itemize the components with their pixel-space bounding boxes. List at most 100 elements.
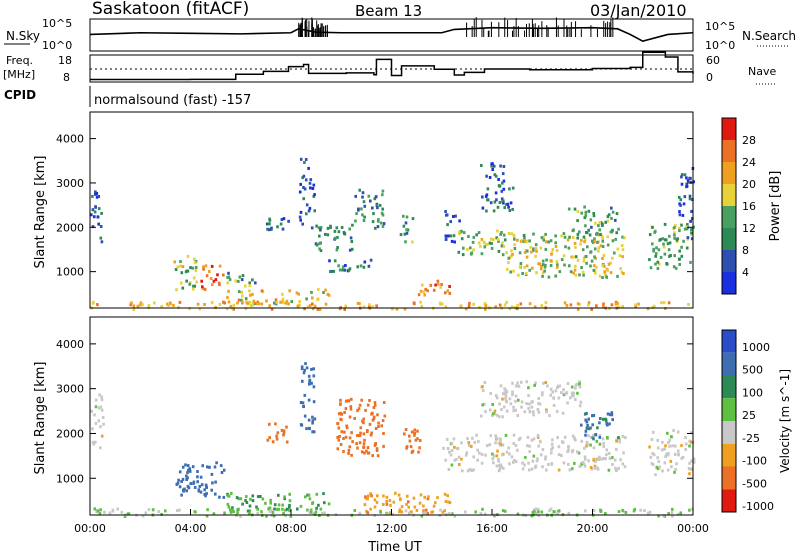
data-cell xyxy=(609,230,613,234)
data-cell xyxy=(550,252,553,256)
data-cell xyxy=(249,497,252,501)
data-cell xyxy=(611,210,615,214)
data-cell xyxy=(688,439,691,443)
data-cell xyxy=(216,273,219,277)
data-cell xyxy=(357,207,360,211)
data-cell xyxy=(410,510,413,514)
velocity-data-cells xyxy=(90,362,696,518)
data-cell xyxy=(446,234,450,238)
data-cell xyxy=(283,495,286,499)
data-cell xyxy=(523,239,526,242)
data-cell xyxy=(245,501,249,504)
data-cell xyxy=(160,512,163,516)
data-cell xyxy=(531,266,534,270)
data-cell xyxy=(511,252,514,256)
data-cell xyxy=(264,501,267,505)
data-cell xyxy=(226,281,229,285)
data-cell xyxy=(322,291,325,294)
data-cell xyxy=(621,508,624,512)
data-cell xyxy=(526,435,530,439)
data-cell xyxy=(351,440,354,444)
data-cell xyxy=(682,239,685,243)
data-cell xyxy=(605,275,608,279)
data-cell xyxy=(300,365,304,369)
data-cell xyxy=(298,215,302,219)
data-cell xyxy=(550,462,554,466)
data-cell xyxy=(305,203,309,207)
data-cell xyxy=(399,498,402,502)
data-cell xyxy=(405,502,408,506)
data-cell xyxy=(215,461,218,465)
data-cell xyxy=(208,465,211,469)
data-cell xyxy=(419,289,423,293)
data-cell xyxy=(416,437,419,441)
data-cell xyxy=(284,301,288,305)
data-cell xyxy=(547,463,550,466)
data-cell xyxy=(661,237,664,241)
data-cell xyxy=(662,242,665,246)
data-cell xyxy=(624,436,627,440)
data-cell xyxy=(342,437,345,440)
power-y-tick-label: 3000 xyxy=(56,177,84,190)
data-cell xyxy=(301,379,304,383)
data-cell xyxy=(308,427,311,431)
data-cell xyxy=(232,303,236,307)
data-cell xyxy=(251,303,254,307)
data-cell xyxy=(542,235,545,239)
data-cell xyxy=(528,410,532,414)
data-cell xyxy=(302,404,305,408)
data-cell xyxy=(365,509,368,513)
data-cell xyxy=(470,469,474,472)
data-cell xyxy=(495,436,499,440)
data-cell xyxy=(498,402,501,406)
data-cell xyxy=(376,225,380,229)
data-cell xyxy=(141,514,145,518)
data-cell xyxy=(477,440,480,444)
data-cell xyxy=(590,307,593,311)
data-cell xyxy=(172,303,175,307)
data-cell xyxy=(334,236,337,240)
frequency-panel: Freq. [MHz] 18 8 60 0 Nave xyxy=(3,51,776,85)
data-cell xyxy=(403,232,407,236)
data-cell xyxy=(505,400,508,404)
data-cell xyxy=(188,307,191,311)
data-cell xyxy=(511,207,514,211)
data-cell xyxy=(558,384,562,388)
data-cell xyxy=(593,255,596,259)
data-cell xyxy=(601,245,605,248)
data-cell xyxy=(692,180,695,184)
data-cell xyxy=(376,413,379,417)
data-cell xyxy=(427,495,430,499)
data-cell xyxy=(588,233,592,237)
data-cell xyxy=(485,444,489,448)
data-cell xyxy=(602,305,605,309)
data-cell xyxy=(227,505,231,509)
data-cell xyxy=(616,247,620,251)
data-cell xyxy=(364,408,367,412)
data-cell xyxy=(116,507,119,511)
data-cell xyxy=(572,255,575,259)
data-cell xyxy=(301,401,305,405)
data-cell xyxy=(452,234,456,238)
data-cell xyxy=(288,492,291,496)
data-cell xyxy=(675,238,679,242)
data-cell xyxy=(340,226,344,229)
data-cell xyxy=(91,427,94,431)
data-cell xyxy=(503,387,506,391)
data-cell xyxy=(581,248,585,252)
data-cell xyxy=(337,264,340,268)
data-cell xyxy=(358,441,362,445)
data-cell xyxy=(362,200,366,204)
data-cell xyxy=(218,283,221,287)
data-cell xyxy=(363,503,367,507)
data-cell xyxy=(248,283,252,287)
data-cell xyxy=(616,302,619,306)
data-cell xyxy=(566,401,569,405)
power-swatch xyxy=(722,140,736,162)
data-cell xyxy=(335,226,339,230)
velocity-y-tick-label: 4000 xyxy=(56,338,84,351)
data-cell xyxy=(500,197,504,201)
data-cell xyxy=(488,241,492,245)
